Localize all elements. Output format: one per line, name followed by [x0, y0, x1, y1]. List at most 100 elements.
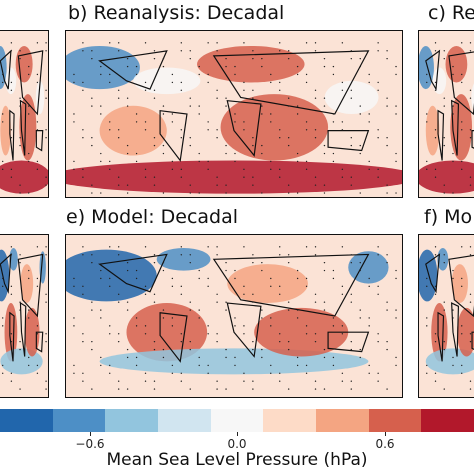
- significance-dot: [207, 129, 209, 131]
- significance-dot: [36, 73, 39, 76]
- significance-dot: [162, 57, 165, 60]
- significance-dot: [434, 285, 437, 288]
- significance-dot: [426, 160, 428, 163]
- coastline: [437, 311, 445, 362]
- significance-dot: [73, 121, 75, 123]
- significance-dot: [225, 388, 227, 390]
- significance-dot: [461, 372, 463, 374]
- significance-dot: [225, 348, 227, 351]
- significance-dot: [207, 277, 209, 280]
- significance-dot: [359, 113, 361, 115]
- significance-dot: [395, 113, 397, 115]
- significance-dot: [261, 57, 263, 60]
- significance-dot: [135, 277, 138, 280]
- significance-dot: [144, 89, 147, 91]
- significance-dot: [2, 364, 4, 367]
- significance-dot: [91, 144, 93, 147]
- coastline: [9, 109, 15, 161]
- significance-dot: [189, 261, 191, 264]
- significance-dot: [332, 356, 335, 359]
- significance-dot: [359, 65, 361, 68]
- significance-dot: [45, 50, 47, 52]
- significance-dot: [261, 356, 263, 359]
- significance-dot: [225, 97, 227, 99]
- significance-dot: [216, 50, 218, 52]
- significance-dot: [82, 254, 84, 256]
- significance-dot: [10, 340, 13, 343]
- significance-dot: [305, 81, 308, 84]
- significance-dot: [82, 333, 84, 335]
- significance-dot: [287, 50, 290, 52]
- significance-dot: [126, 261, 129, 264]
- significance-dot: [234, 121, 236, 123]
- significance-dot: [144, 372, 147, 374]
- significance-dot: [434, 293, 437, 295]
- significance-dot: [243, 168, 245, 171]
- significance-dot: [234, 356, 236, 359]
- significance-dot: [287, 388, 290, 390]
- significance-dot: [216, 42, 218, 44]
- significance-dot: [82, 372, 84, 374]
- significance-dot: [377, 254, 379, 256]
- colorbar-tick-label: 0.0: [227, 437, 247, 451]
- significance-dot: [73, 73, 75, 76]
- significance-dot: [261, 65, 263, 68]
- significance-dot: [350, 50, 352, 52]
- significance-dot: [314, 184, 317, 186]
- significance-dot: [332, 364, 335, 367]
- significance-dot: [386, 184, 388, 186]
- significance-dot: [207, 364, 209, 367]
- significance-dot: [305, 160, 308, 163]
- significance-dot: [180, 168, 183, 171]
- significance-dot: [452, 113, 454, 115]
- significance-dot: [45, 184, 47, 186]
- significance-dot: [189, 105, 191, 107]
- colorbar-segment: [421, 409, 474, 432]
- significance-dot: [189, 340, 191, 343]
- significance-dot: [279, 50, 281, 52]
- significance-dot: [443, 348, 445, 351]
- significance-dot: [153, 348, 156, 351]
- significance-dot: [386, 388, 388, 390]
- significance-dot: [314, 293, 317, 295]
- significance-dot: [243, 42, 245, 44]
- significance-dot: [28, 192, 30, 194]
- significance-dot: [126, 144, 129, 147]
- significance-dot: [234, 152, 236, 155]
- significance-dot: [368, 372, 370, 374]
- significance-dot: [314, 50, 317, 52]
- significance-dot: [386, 137, 388, 139]
- significance-dot: [332, 160, 335, 163]
- significance-dot: [117, 137, 120, 139]
- significance-dot: [45, 333, 47, 335]
- pressure-anomaly-region: [437, 247, 449, 271]
- significance-dot: [386, 309, 388, 311]
- significance-dot: [19, 301, 21, 303]
- significance-dot: [10, 333, 13, 335]
- significance-dot: [82, 81, 84, 84]
- coastline: [35, 331, 44, 353]
- significance-dot: [314, 340, 317, 343]
- significance-dot: [287, 105, 290, 107]
- significance-dot: [296, 152, 299, 155]
- significance-dot: [461, 246, 463, 248]
- significance-dot: [144, 176, 147, 178]
- significance-dot: [469, 89, 472, 91]
- significance-dot: [341, 176, 344, 178]
- significance-dot: [171, 113, 174, 115]
- pressure-anomaly-region: [451, 264, 468, 304]
- significance-dot: [443, 184, 445, 186]
- significance-dot: [36, 277, 39, 280]
- significance-dot: [452, 160, 454, 163]
- map-panel-e: [65, 234, 403, 398]
- map-panel-c: [418, 30, 474, 198]
- significance-dot: [452, 73, 454, 76]
- significance-dot: [305, 325, 308, 327]
- significance-dot: [19, 388, 21, 390]
- significance-dot: [117, 301, 120, 303]
- significance-dot: [117, 333, 120, 335]
- significance-dot: [100, 105, 102, 107]
- significance-dot: [180, 81, 183, 84]
- significance-dot: [461, 121, 463, 123]
- significance-dot: [73, 277, 75, 280]
